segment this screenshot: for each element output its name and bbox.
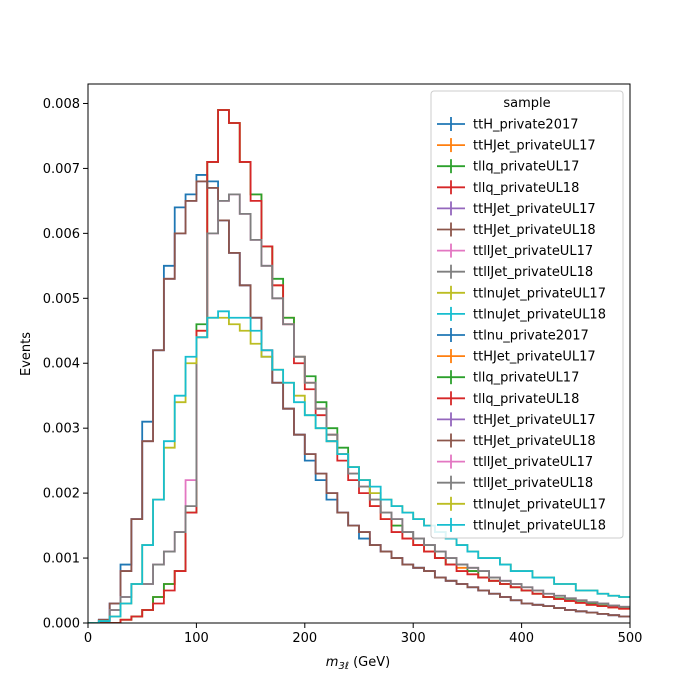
legend-label: ttlnuJet_privateUL18 xyxy=(473,518,606,533)
legend-item: ttlnuJet_privateUL17 xyxy=(437,496,606,512)
plot-area xyxy=(87,83,631,624)
series-line-4 xyxy=(88,109,630,623)
legend-item: ttllJet_privateUL18 xyxy=(437,475,593,491)
y-tick-label: 0.000 xyxy=(43,617,80,632)
legend-item: ttHJet_privateUL18 xyxy=(437,433,596,449)
y-axis-ticks: 0.000 0.001 0.002 0.003 0.004 0.005 0.006 0.007… xyxy=(43,97,88,632)
x-tick-label: 200 xyxy=(292,631,317,646)
y-tick-label: 0.003 xyxy=(43,422,80,437)
y-tick-label: 0.004 xyxy=(43,357,80,372)
legend-item: ttllJet_privateUL17 xyxy=(437,454,593,470)
legend-item: tllq_privateUL17 xyxy=(437,159,579,175)
legend-item: ttHJet_privateUL17 xyxy=(437,349,596,365)
x-axis-label-unit: (GeV) xyxy=(349,655,390,670)
legend-label: ttllJet_privateUL17 xyxy=(473,455,593,470)
y-tick-label: 0.002 xyxy=(43,487,80,502)
y-tick-label: 0.007 xyxy=(43,162,80,177)
legend: samplettH_private2017ttHJet_privateUL17t… xyxy=(430,90,624,539)
series-line-6 xyxy=(88,180,630,623)
x-tick-label: 300 xyxy=(401,631,426,646)
legend-item: ttlnuJet_privateUL17 xyxy=(437,285,606,301)
legend-item: ttllJet_privateUL18 xyxy=(437,264,593,280)
legend-item: tllq_privateUL17 xyxy=(437,370,579,386)
axes-frame xyxy=(87,83,631,624)
series-group xyxy=(88,109,630,623)
legend-item: tllq_privateUL18 xyxy=(437,391,579,407)
y-tick-label: 0.001 xyxy=(43,552,80,567)
legend-item: ttHJet_privateUL17 xyxy=(437,412,596,428)
series-line-10 xyxy=(88,310,630,623)
legend-label: ttlnuJet_privateUL18 xyxy=(473,307,606,322)
legend-label: tllq_privateUL18 xyxy=(473,392,579,407)
legend-label: ttH_private2017 xyxy=(473,118,579,133)
legend-label: ttllJet_privateUL17 xyxy=(473,244,593,259)
x-axis-label-subscript: 3ℓ xyxy=(338,661,349,672)
series-line-8 xyxy=(88,193,630,623)
legend-label: ttlnuJet_privateUL17 xyxy=(473,497,606,512)
legend-label: ttllJet_privateUL18 xyxy=(473,265,593,280)
x-tick-label: 0 xyxy=(84,631,92,646)
legend-label: tllq_privateUL17 xyxy=(473,160,579,175)
legend-title: sample xyxy=(503,96,550,111)
y-tick-label: 0.005 xyxy=(43,292,80,307)
x-axis-label-base: m xyxy=(326,655,339,670)
x-axis-ticks: 0 100 200 300 400 500 xyxy=(84,623,643,646)
legend-item: ttlnuJet_privateUL18 xyxy=(437,306,606,322)
y-tick-label: 0.008 xyxy=(43,97,80,112)
y-axis-label: Events xyxy=(19,332,34,376)
legend-item: ttHJet_privateUL17 xyxy=(437,201,596,217)
legend-box xyxy=(430,90,624,539)
legend-label: ttHJet_privateUL17 xyxy=(473,202,596,217)
legend-item: ttlnuJet_privateUL18 xyxy=(437,517,606,533)
legend-item: ttllJet_privateUL17 xyxy=(437,243,593,259)
x-tick-label: 400 xyxy=(509,631,534,646)
legend-label: ttlnu_private2017 xyxy=(473,329,589,344)
legend-label: ttHJet_privateUL18 xyxy=(473,223,596,238)
legend-label: ttllJet_privateUL18 xyxy=(473,476,593,491)
legend-item: tllq_privateUL18 xyxy=(437,180,579,196)
legend-label: ttHJet_privateUL17 xyxy=(473,350,596,365)
legend-item: ttHJet_privateUL17 xyxy=(437,138,596,154)
legend-label: ttlnuJet_privateUL17 xyxy=(473,286,606,301)
legend-label: tllq_privateUL18 xyxy=(473,181,579,196)
legend-label: ttHJet_privateUL17 xyxy=(473,413,596,428)
legend-item: ttHJet_privateUL18 xyxy=(437,222,596,238)
legend-label: tllq_privateUL17 xyxy=(473,371,579,386)
x-tick-label: 100 xyxy=(184,631,209,646)
legend-label: ttHJet_privateUL18 xyxy=(473,434,596,449)
legend-item: ttlnu_private2017 xyxy=(437,328,589,344)
y-tick-label: 0.006 xyxy=(43,227,80,242)
legend-label: ttHJet_privateUL17 xyxy=(473,139,596,154)
legend-item: ttH_private2017 xyxy=(437,117,579,133)
x-tick-label: 500 xyxy=(618,631,643,646)
x-axis-label: m3ℓ (GeV) xyxy=(326,655,390,672)
